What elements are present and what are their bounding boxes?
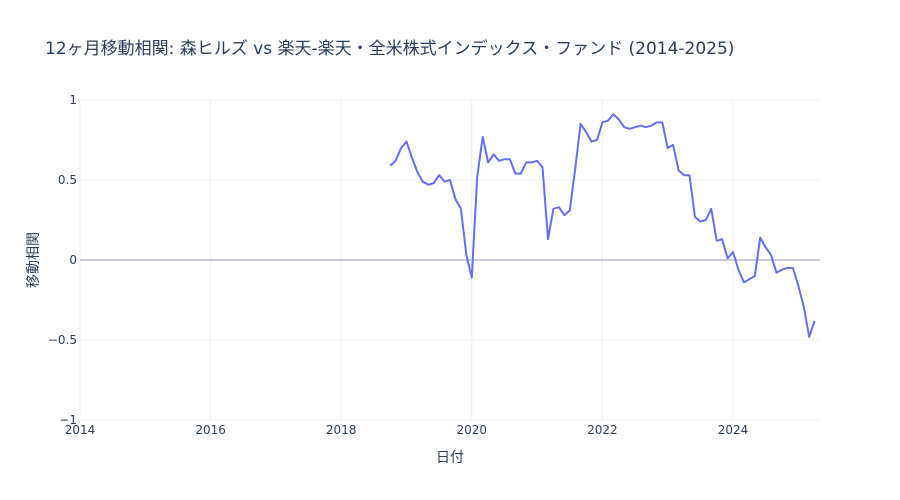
y-tick-label: 1 [69, 93, 77, 107]
x-tick-label: 2016 [195, 423, 226, 437]
y-axis-title: 移動相関 [26, 232, 42, 288]
y-tick-label: −1 [59, 413, 77, 427]
x-tick-label: 2020 [457, 423, 488, 437]
y-tick-label: −0.5 [48, 333, 77, 347]
y-tick-label: 0 [69, 253, 77, 267]
chart-title: 12ヶ月移動相関: 森ヒルズ vs 楽天-楽天・全米株式インデックス・ファンド … [45, 39, 735, 59]
x-tick-label: 2018 [326, 423, 357, 437]
x-tick-label: 2014 [65, 423, 96, 437]
x-axis-ticks: 2014 2016 2018 2020 2022 2024 [65, 423, 749, 437]
correlation-line[interactable] [389, 113, 816, 338]
y-tick-label: 0.5 [58, 173, 77, 187]
x-tick-label: 2022 [587, 423, 618, 437]
y-axis-ticks: 1 0.5 0 −0.5 −1 [48, 93, 77, 427]
x-tick-label: 2024 [718, 423, 749, 437]
x-axis-title: 日付 [436, 450, 464, 466]
